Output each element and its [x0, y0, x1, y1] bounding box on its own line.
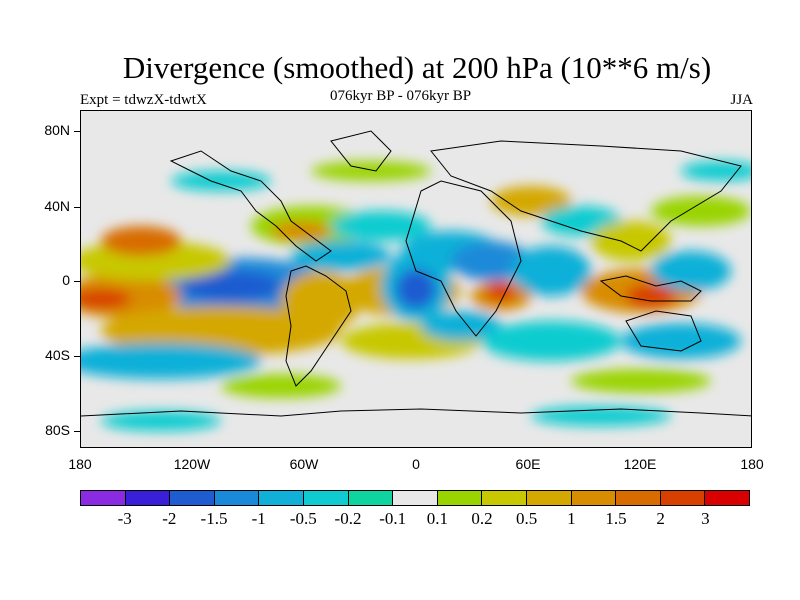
map-field: [81, 130, 751, 431]
colorbar-swatch: [526, 491, 572, 505]
y-tick: [74, 207, 80, 208]
y-tick: [74, 131, 80, 132]
y-tick: [74, 356, 80, 357]
colorbar-label: 2: [656, 509, 665, 528]
y-tick: [74, 431, 80, 432]
colorbar-label: -1.5: [200, 509, 228, 528]
season-label: JJA: [730, 92, 753, 108]
colorbar-swatch: [482, 491, 527, 505]
x-tick-label: 120E: [623, 456, 657, 472]
colorbar-label: -2: [162, 509, 177, 528]
colorbar-swatch: [393, 491, 438, 505]
colorbar: [80, 490, 750, 506]
colorbar-label: -0.1: [379, 509, 407, 528]
colorbar-swatch: [125, 491, 171, 505]
y-tick-label: 40N: [44, 198, 70, 214]
x-tick-label: 60E: [515, 456, 541, 472]
colorbar-swatch: [660, 491, 706, 505]
y-tick-label: 0: [62, 272, 70, 288]
x-tick-label: 120W: [173, 456, 211, 472]
x-tick-label: 0: [412, 456, 420, 472]
divergence-map: [80, 110, 752, 448]
colorbar-label: 0.2: [471, 509, 493, 528]
colorbar-swatch: [303, 491, 349, 505]
colorbar-swatch: [170, 491, 215, 505]
map-title: Divergence (smoothed) at 200 hPa (10**6 …: [122, 50, 712, 85]
y-tick-label: 80S: [45, 422, 70, 438]
colorbar-label: 1.5: [605, 509, 627, 528]
colorbar-label: 0.5: [516, 509, 538, 528]
colorbar-swatch: [348, 491, 394, 505]
colorbar-swatch: [214, 491, 260, 505]
y-tick-label: 80N: [44, 122, 70, 138]
colorbar-label: -1: [251, 509, 266, 528]
colorbar-swatch: [259, 491, 304, 505]
colorbar-swatch: [81, 491, 126, 505]
colorbar-label: -0.2: [334, 509, 362, 528]
x-tick-label: 180: [68, 456, 92, 472]
colorbar-label: -0.5: [289, 509, 317, 528]
colorbar-swatch: [616, 491, 661, 505]
y-tick-label: 40S: [45, 347, 70, 363]
colorbar-label: -3: [117, 509, 132, 528]
period-label: 076kyr BP - 076kyr BP: [330, 88, 472, 104]
colorbar-label: 3: [701, 509, 710, 528]
divergence-contours: [81, 161, 751, 431]
x-tick-label: 60W: [289, 456, 319, 472]
colorbar-swatch: [571, 491, 617, 505]
y-tick: [74, 281, 80, 282]
colorbar-label: 1: [567, 509, 576, 528]
colorbar-label: 0.1: [426, 509, 448, 528]
colorbar-swatch: [437, 491, 483, 505]
x-tick-label: 180: [740, 456, 764, 472]
experiment-label: Expt = tdwzX-tdwtX: [80, 92, 207, 108]
colorbar-swatch: [705, 491, 749, 505]
coastlines: [81, 130, 751, 417]
